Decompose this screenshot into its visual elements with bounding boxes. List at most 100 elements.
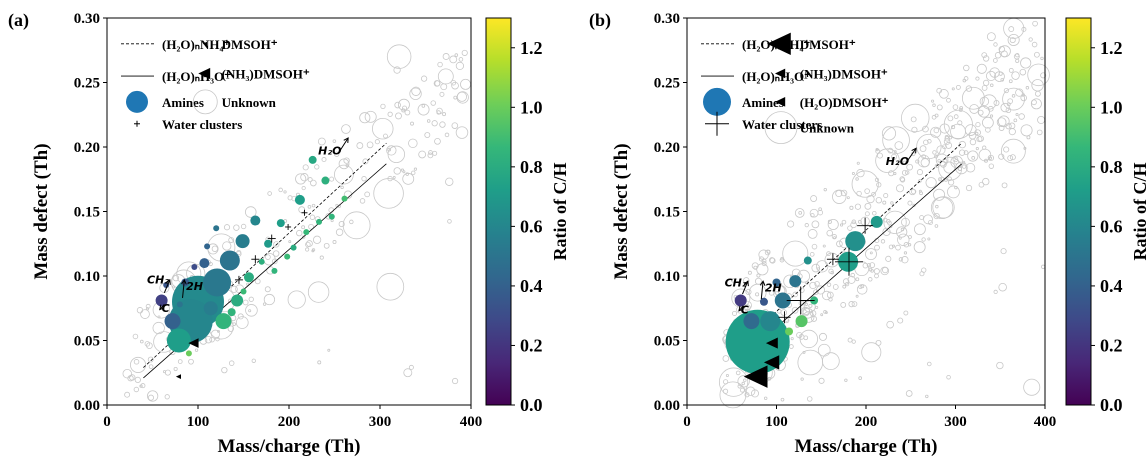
unknown-point — [936, 87, 942, 94]
unknown-point — [903, 242, 910, 248]
unknown-point — [794, 208, 805, 218]
unknown-point — [1006, 102, 1011, 107]
y-tick-label: 0.20 — [74, 140, 100, 156]
unknown-point — [870, 269, 874, 273]
unknown-point — [312, 235, 322, 244]
amine-point — [341, 195, 348, 202]
unknown-point — [839, 223, 844, 227]
unknown-point — [136, 307, 144, 314]
unknown-point — [807, 396, 813, 402]
amine-point — [250, 215, 261, 226]
unknown-point — [754, 277, 762, 285]
legend-label: Amines — [162, 95, 204, 110]
unknown-point — [931, 99, 935, 103]
unknown-point — [869, 251, 873, 255]
amine-point — [166, 328, 191, 353]
unknown-point — [987, 105, 994, 112]
colorbar-tick-label: 1.2 — [520, 38, 543, 58]
unknown-point — [359, 112, 371, 124]
legend-triangle-marker — [198, 67, 211, 80]
unknown-point — [177, 359, 183, 364]
colorbar-tick-label: 1.0 — [520, 97, 543, 117]
unknown-point — [901, 169, 908, 176]
unknown-point — [262, 302, 267, 306]
unknown-point — [875, 339, 882, 346]
unknown-point — [992, 58, 998, 63]
unknown-point — [267, 191, 272, 196]
unknown-point — [900, 227, 905, 232]
unknown-point — [897, 317, 904, 324]
unknown-point — [826, 282, 832, 287]
amine-point — [321, 176, 330, 185]
amine-point — [785, 327, 794, 336]
unknown-point — [886, 320, 894, 329]
amine-point — [772, 278, 781, 287]
y-tick-label: 0.30 — [74, 11, 100, 27]
unknown-point — [264, 286, 271, 293]
y-tick-label: 0.05 — [654, 334, 680, 350]
unknown-point — [1019, 68, 1027, 76]
unknown-point — [1008, 122, 1016, 130]
unknown-point — [242, 299, 249, 306]
unknown-point — [400, 168, 405, 172]
unknown-point — [965, 184, 973, 192]
amine-point — [271, 267, 278, 274]
unknown-point — [133, 359, 140, 365]
unknown-point — [362, 158, 369, 165]
dmsoh-point — [765, 337, 778, 349]
colorbar-tick-label: 0.8 — [520, 157, 543, 177]
unknown-point — [317, 137, 326, 146]
legend-label: Unknown — [222, 95, 277, 110]
unknown-point — [961, 86, 985, 110]
unknown-point — [864, 211, 870, 217]
unknown-point — [846, 196, 850, 200]
unknown-point — [950, 123, 966, 140]
amine-point — [231, 294, 244, 307]
legend-label: (NH₃)DMSOH⁺ — [800, 66, 888, 81]
unknown-point — [903, 310, 909, 316]
colorbar-tick-label: 0.4 — [1100, 276, 1123, 296]
unknown-point — [882, 200, 887, 205]
unknown-point — [907, 200, 913, 206]
water-cluster-point — [834, 247, 863, 276]
unknown-point — [307, 177, 313, 183]
unknown-point — [335, 228, 344, 236]
unknown-point — [779, 257, 785, 263]
unknown-point — [955, 161, 968, 175]
dmsoh-point — [175, 374, 181, 380]
unknown-point — [273, 241, 280, 248]
unknown-point — [246, 282, 250, 286]
unknown-point — [404, 109, 411, 116]
unknown-point — [844, 378, 848, 382]
unknown-point — [977, 109, 984, 116]
unknown-point — [725, 374, 729, 378]
unknown-point — [329, 176, 335, 182]
unknown-point — [957, 166, 963, 171]
unknown-point — [265, 254, 271, 260]
unknown-point — [188, 358, 194, 365]
unknown-point — [953, 114, 959, 119]
amine-point — [774, 292, 791, 309]
unknown-point — [342, 211, 371, 240]
unknown-point — [134, 376, 141, 384]
unknown-point — [916, 169, 924, 176]
unknown-point — [823, 188, 827, 192]
amine-point — [276, 219, 285, 228]
unknown-point — [961, 164, 967, 169]
unknown-point — [1009, 37, 1016, 44]
unknown-point — [903, 251, 908, 255]
unknown-point — [982, 116, 994, 129]
unknown-point — [450, 79, 457, 86]
unknown-point — [295, 173, 307, 185]
unknown-point — [933, 212, 940, 220]
unknown-point — [986, 32, 996, 42]
annotation-label: H₂O — [318, 145, 341, 158]
unknown-point — [798, 210, 803, 215]
unknown-point — [901, 256, 909, 264]
unknown-point — [890, 153, 898, 160]
amine-point — [303, 229, 310, 236]
unknown-point — [997, 115, 1010, 128]
unknown-point — [307, 205, 312, 209]
unknown-point — [1008, 67, 1014, 73]
